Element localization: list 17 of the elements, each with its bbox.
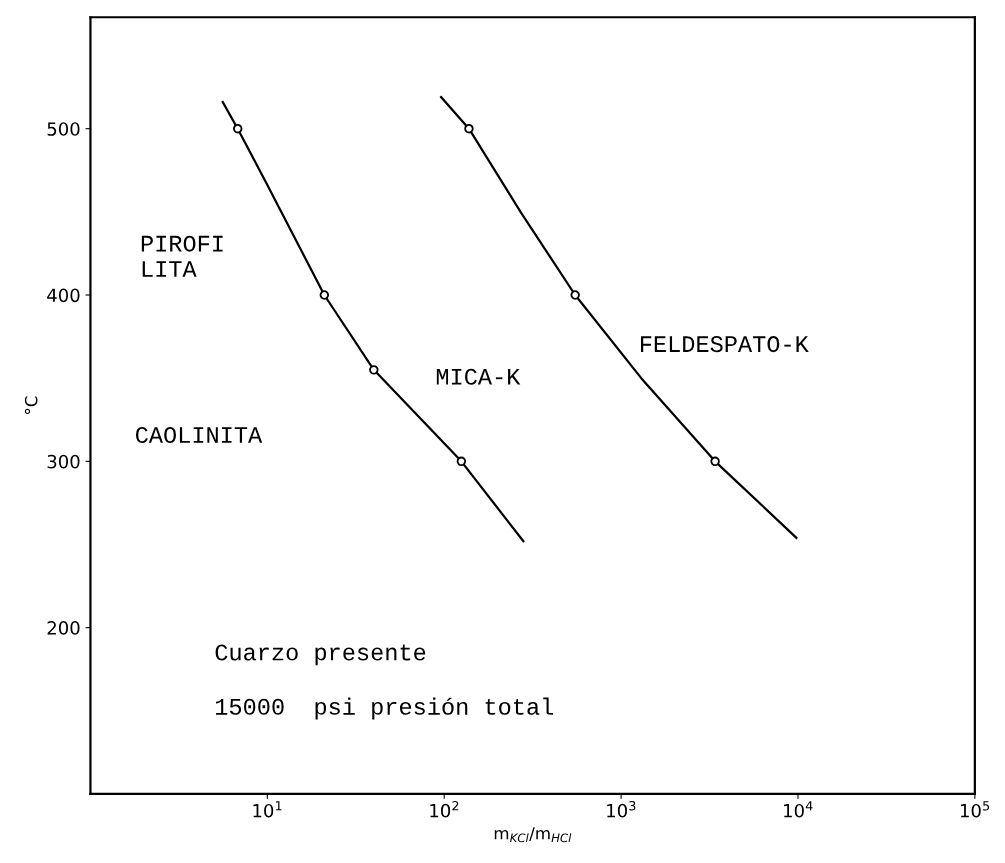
x-axis-title: m$_{KCl}$/m$_{HCl}$ [494,827,572,843]
x-tick-label: 10$^{1}$ [253,801,282,818]
y-tick-label: 300 [47,454,80,469]
annotation: 15000 psi presión total [215,697,554,720]
x-tick-label: 10$^{5}$ [960,801,990,818]
annotation: MICA-K [436,368,521,385]
x-tick-label: 10$^{2}$ [430,800,459,818]
y-tick-label: 200 [47,621,80,635]
y-axis-title: °C [24,396,38,415]
x-tick-label: 10$^{3}$ [607,800,636,818]
annotation: PIROFI LITA [141,235,223,277]
y-tick-label: 500 [47,122,80,136]
x-tick-label: 10$^{4}$ [784,801,813,818]
annotation: FELDESPATO-K [641,336,809,353]
y-tick-label: 400 [47,288,80,303]
annotation: CAOLINITA [135,426,263,444]
annotation: Cuarzo presente [215,644,426,666]
